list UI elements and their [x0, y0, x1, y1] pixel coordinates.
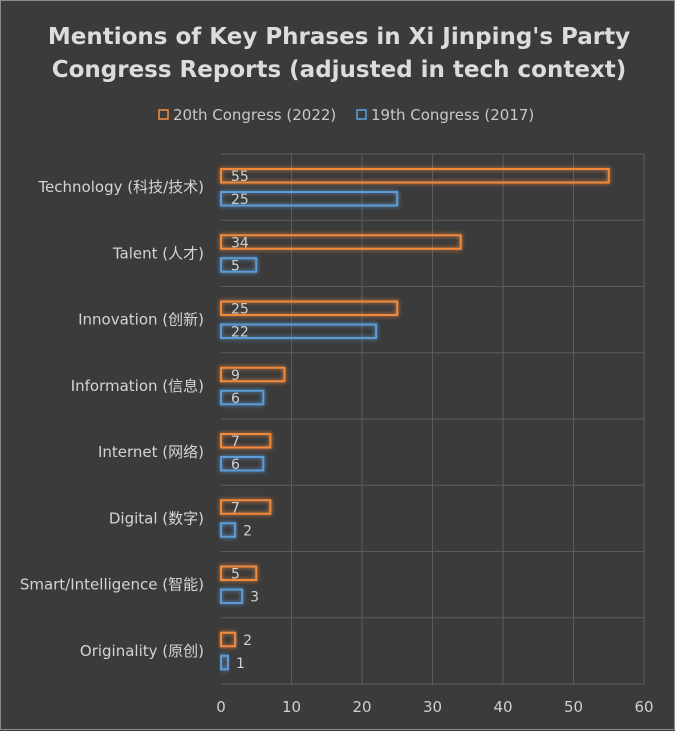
bar-s0-c6	[220, 565, 258, 581]
bar-s0-c7	[220, 631, 237, 648]
legend-swatch-0	[158, 109, 169, 120]
category-label-6: Smart/Intelligence (智能)	[20, 576, 204, 594]
x-tick-label-0: 0	[216, 698, 226, 716]
legend-label-1: 19th Congress (2017)	[371, 106, 534, 124]
bar-s0-c2	[220, 300, 399, 316]
data-label-s1-c0: 25	[231, 192, 249, 208]
x-tick-label-3: 30	[423, 698, 442, 716]
bar-s0-c4	[220, 433, 272, 449]
data-label-s0-c7: 2	[243, 633, 252, 649]
data-label-s1-c4: 6	[231, 457, 240, 473]
x-tick-label-6: 60	[634, 698, 653, 716]
legend: 20th Congress (2022) 19th Congress (2017)	[158, 106, 534, 124]
x-tick-label-2: 20	[352, 698, 371, 716]
legend-swatch-1	[356, 109, 367, 120]
data-label-s0-c5: 7	[231, 500, 240, 516]
data-label-s0-c6: 5	[231, 567, 240, 583]
data-label-s1-c7: 1	[236, 656, 245, 672]
data-label-s1-c5: 2	[243, 523, 252, 539]
x-axis-ticks: 0 10 20 30 40 50 60	[216, 698, 653, 716]
bar-s1-c6	[220, 588, 244, 604]
legend-label-0: 20th Congress (2022)	[173, 106, 336, 124]
bar-s0-c3	[220, 366, 286, 383]
bar-s1-c0	[220, 191, 399, 207]
bar-s0-c0	[220, 168, 610, 184]
bar-s1-c7	[220, 654, 230, 671]
bar-s1-c2	[220, 323, 378, 339]
x-tick-label-5: 50	[564, 698, 583, 716]
category-label-3: Information (信息)	[71, 377, 204, 395]
category-label-0: Technology (科技/技术)	[37, 178, 204, 196]
data-label-s0-c0: 55	[231, 169, 249, 185]
category-labels: Technology (科技/技术) Talent (人才) Innovation …	[20, 178, 204, 660]
data-label-s0-c1: 34	[231, 235, 249, 251]
data-label-s1-c6: 3	[250, 590, 259, 606]
data-label-s1-c1: 5	[231, 258, 240, 274]
category-label-1: Talent (人才)	[112, 244, 204, 262]
bar-s1-c5	[220, 522, 237, 538]
category-label-2: Innovation (创新)	[78, 311, 204, 329]
bar-s0-c5	[220, 499, 272, 515]
x-tick-label-1: 10	[282, 698, 301, 716]
chart-title-line-2: Congress Reports (adjusted in tech conte…	[52, 57, 627, 83]
data-label-s0-c4: 7	[231, 434, 240, 450]
chart-title-line-1: Mentions of Key Phrases in Xi Jinping's …	[48, 24, 630, 50]
bar-s1-c1	[220, 257, 258, 273]
data-label-s1-c2: 22	[231, 325, 249, 341]
category-label-7: Originality (原创)	[80, 642, 204, 660]
gridlines	[221, 153, 645, 685]
data-label-s0-c2: 25	[231, 302, 249, 318]
bar-s1-c4	[220, 456, 265, 472]
category-label-4: Internet (网络)	[98, 443, 204, 461]
bar-s0-c1	[220, 234, 462, 250]
bar-s1-c3	[220, 389, 265, 406]
x-tick-label-4: 40	[493, 698, 512, 716]
data-label-s0-c3: 9	[231, 368, 240, 384]
data-label-s1-c3: 6	[231, 391, 240, 407]
category-label-5: Digital (数字)	[109, 509, 204, 527]
